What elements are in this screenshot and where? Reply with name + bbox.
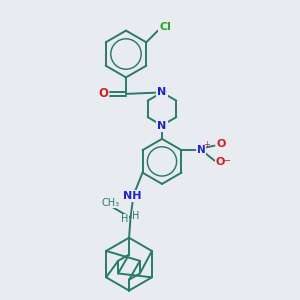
Text: H: H [132,211,139,221]
Text: Cl: Cl [159,22,171,32]
Text: N: N [158,121,166,131]
Text: NH: NH [123,191,141,201]
Text: H: H [122,214,129,224]
Text: CH₃: CH₃ [102,198,120,208]
Text: O: O [216,139,226,149]
Text: O: O [98,87,109,101]
Text: −: − [223,156,231,166]
Text: O: O [216,157,225,167]
Text: N: N [158,87,166,97]
Text: +: + [203,140,210,149]
Text: N: N [196,145,206,154]
